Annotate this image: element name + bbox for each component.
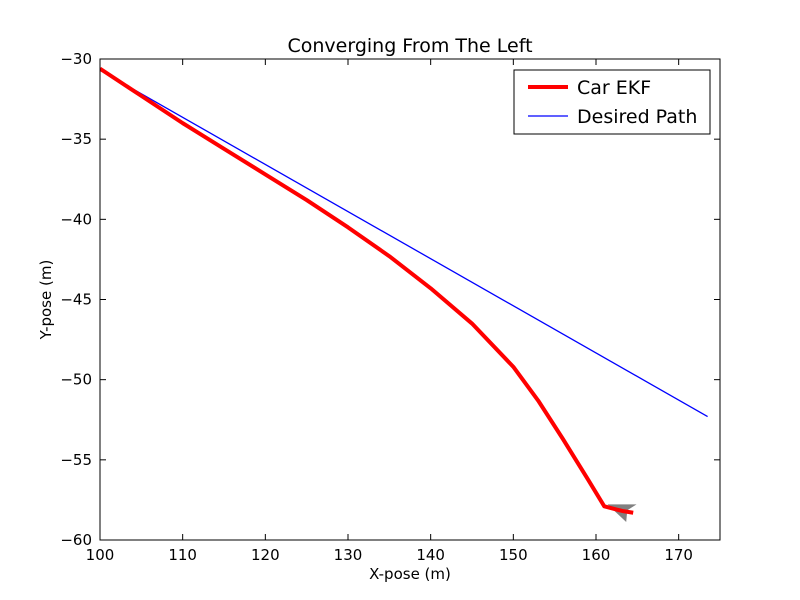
x-axis-label: X-pose (m): [369, 565, 451, 583]
ticks-layer: 100 110 120 130 140 150 160 170 −30 −35 −40 −45 −50 −…: [60, 50, 720, 564]
legend-box: [513, 69, 711, 135]
y-axis-label: Y-pose (m): [37, 260, 55, 341]
legend-label-desired-path: Desired Path: [577, 106, 697, 128]
chart-title: Converging From The Left: [287, 35, 532, 57]
legend: Car EKF Desired Path: [513, 69, 711, 135]
y-tick-label: −30: [60, 50, 92, 68]
x-tick-label: 110: [168, 546, 197, 564]
y-tick-label: −35: [60, 130, 92, 148]
legend-label-car-ekf: Car EKF: [577, 77, 651, 99]
y-tick-label: −55: [60, 451, 92, 469]
y-tick-label: −45: [60, 291, 92, 309]
y-tick-label: −60: [60, 531, 92, 549]
x-tick-label: 150: [499, 546, 528, 564]
y-tick-label: −50: [60, 371, 92, 389]
series-line-car-ekf: [100, 66, 634, 515]
x-tick-label: 130: [334, 546, 363, 564]
y-tick-label: −40: [60, 210, 92, 228]
series-line-desired-path: [100, 69, 708, 418]
x-tick-label: 140: [416, 546, 445, 564]
x-tick-label: 120: [251, 546, 280, 564]
x-tick-label: 160: [582, 546, 611, 564]
series-layer: [100, 66, 708, 523]
x-tick-label: 100: [86, 546, 115, 564]
x-tick-label: 170: [664, 546, 693, 564]
axes-frame: [99, 58, 721, 541]
